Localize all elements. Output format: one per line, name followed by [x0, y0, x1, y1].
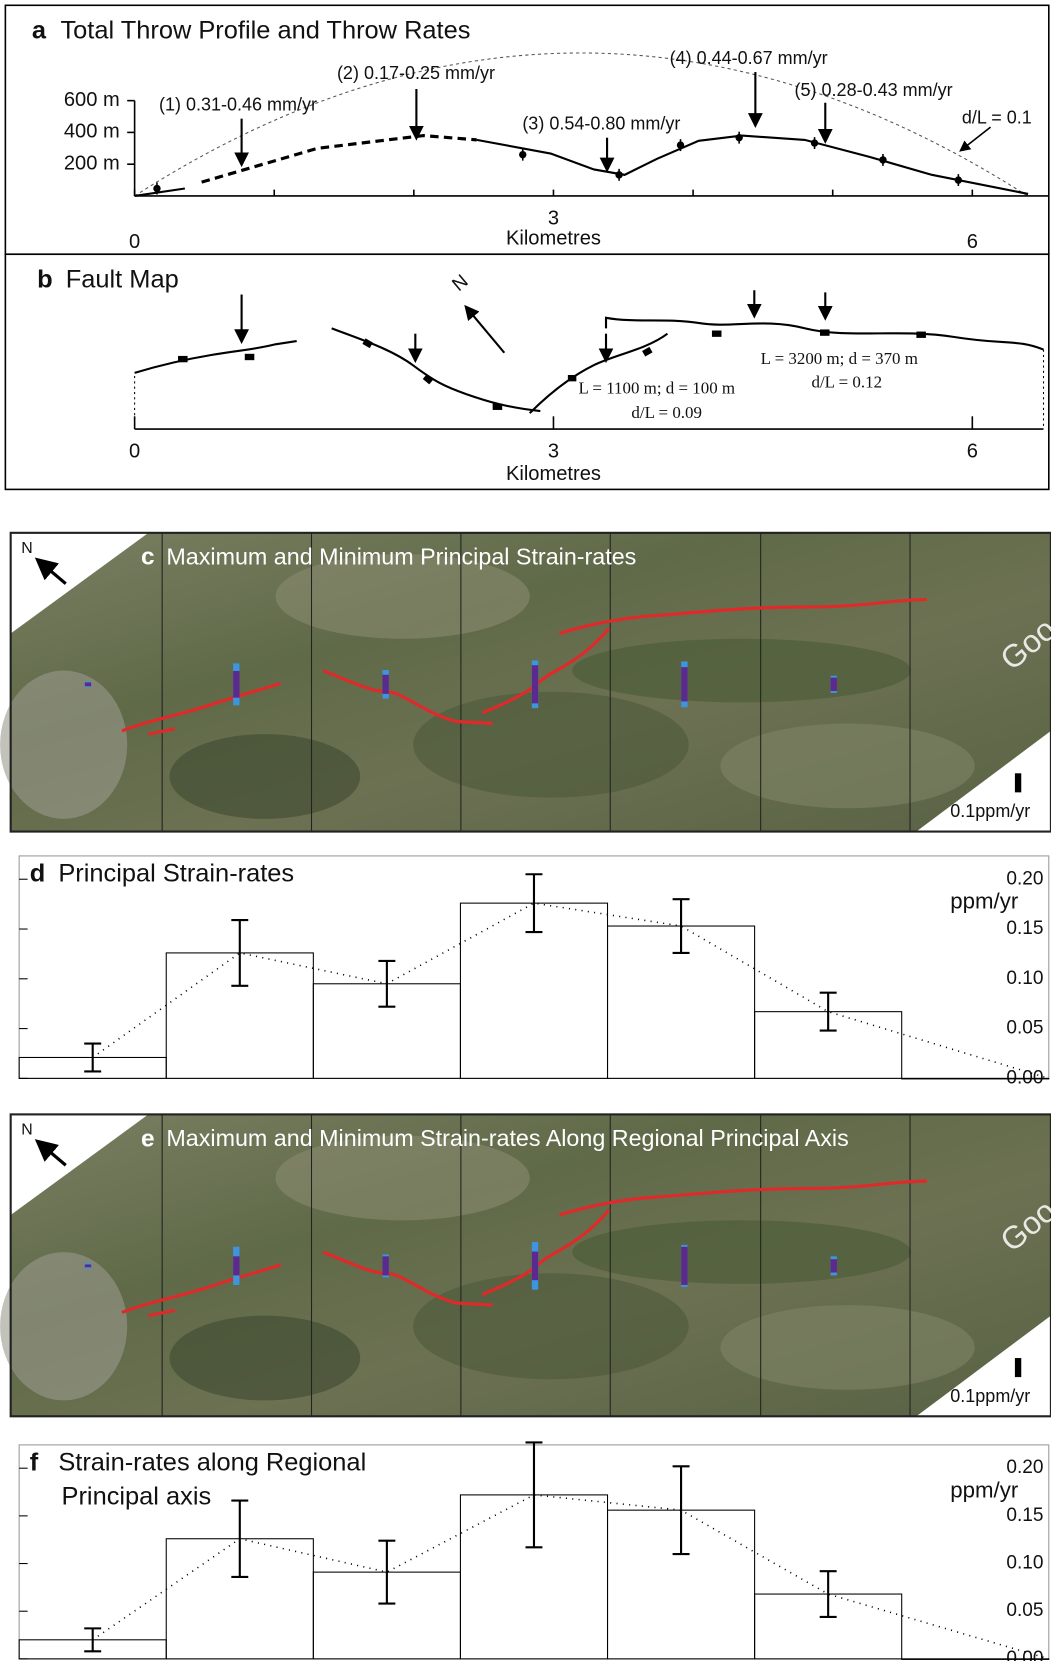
y-tick-label: 0.10 [1006, 1553, 1043, 1574]
y-tick-label: 400 m [64, 121, 120, 143]
y-axis-label: ppm/yr [950, 1477, 1019, 1502]
terrain [0, 671, 127, 819]
scale-bar [1015, 1358, 1021, 1377]
minimum-strain-bar [85, 1264, 91, 1267]
terrain [413, 1273, 688, 1379]
annotation: d/L = 0.09 [631, 403, 702, 422]
data-point [955, 176, 962, 183]
terrain [0, 1252, 127, 1400]
annotation: L = 3200 m; d = 370 m [761, 349, 918, 368]
annotation: d/L = 0.12 [812, 372, 883, 391]
panel-title: Maximum and Minimum Strain-rates Along R… [166, 1125, 848, 1151]
y-tick-label: 0.05 [1006, 1600, 1043, 1621]
y-tick-label: 0.20 [1006, 1457, 1043, 1478]
panel-label: f [30, 1449, 39, 1477]
annotation: (5) 0.28-0.43 mm/yr [795, 80, 953, 100]
terrain [572, 1220, 911, 1284]
north-label: N [449, 271, 473, 296]
panel-label: a [32, 16, 47, 44]
x-tick-label: 0 [129, 441, 140, 463]
y-tick-label: 0.15 [1006, 1505, 1043, 1526]
north-label: N [21, 1121, 32, 1138]
x-axis-label: Kilometres [506, 463, 601, 485]
x-tick-label: 6 [967, 231, 978, 253]
data-point [615, 171, 622, 178]
annotation: (2) 0.17-0.25 mm/yr [337, 63, 495, 83]
terrain [720, 1305, 974, 1390]
x-axis-label: Kilometres [506, 228, 601, 250]
y-tick-label: 0.20 [1006, 868, 1043, 889]
panel-title: Strain-rates along Regional [58, 1449, 366, 1477]
panel-title: Principal Strain-rates [58, 860, 294, 888]
panel-title: Fault Map [66, 265, 179, 293]
minimum-strain-bar [85, 682, 91, 686]
scale-bar [1015, 773, 1021, 792]
minimum-strain-bar [233, 1256, 239, 1275]
y-axis-label: ppm/yr [950, 888, 1019, 913]
panel-label: b [37, 265, 53, 293]
minimum-strain-bar [233, 671, 239, 698]
scale-label: 0.1ppm/yr [950, 801, 1030, 821]
minimum-strain-bar [681, 1247, 687, 1285]
minimum-strain-bar [681, 667, 687, 701]
x-tick-label: 6 [967, 441, 978, 463]
data-point [879, 156, 886, 163]
data-point [677, 141, 684, 148]
minimum-strain-bar [382, 1256, 388, 1275]
panel-label: c [141, 544, 155, 571]
annotation: (1) 0.31-0.46 mm/yr [159, 95, 317, 115]
terrain [413, 692, 688, 798]
panel-title: Maximum and Minimum Principal Strain-rat… [166, 543, 636, 569]
figure: b Fault Map N L = 1100 m; d = 100 m d/L … [0, 0, 1051, 1661]
y-tick-label: 200 m [64, 153, 120, 175]
panel-title: Total Throw Profile and Throw Rates [60, 16, 470, 44]
y-tick-label: 0.15 [1006, 918, 1043, 939]
x-tick-label: 3 [548, 441, 559, 463]
bar [902, 1078, 1049, 1079]
panel-title: Principal axis [62, 1483, 212, 1511]
terrain [572, 639, 911, 703]
terrain [170, 734, 361, 819]
north-label: N [21, 540, 32, 557]
terrain [720, 724, 974, 809]
data-point [519, 151, 526, 158]
minimum-strain-bar [532, 1252, 538, 1281]
bar [902, 1659, 1049, 1660]
x-tick-label: 3 [548, 208, 559, 230]
annotation: L = 1100 m; d = 100 m [578, 379, 735, 398]
terrain [170, 1316, 361, 1401]
annotation: d/L = 0.1 [962, 107, 1032, 127]
minimum-strain-bar [382, 675, 388, 694]
minimum-strain-bar [532, 665, 538, 703]
scale-label: 0.1ppm/yr [950, 1386, 1030, 1406]
data-point [735, 134, 742, 141]
minimum-strain-bar [831, 678, 837, 691]
annotation: (4) 0.44-0.67 mm/yr [670, 48, 828, 68]
throw-profile [477, 136, 1028, 194]
data-point [153, 185, 160, 192]
minimum-strain-bar [831, 1259, 837, 1272]
page: b Fault Map N L = 1100 m; d = 100 m d/L … [0, 0, 1051, 1661]
data-point [811, 139, 818, 146]
x-tick-label: 0 [129, 231, 140, 253]
trend-line [93, 903, 1049, 1078]
panel-label: d [30, 860, 46, 888]
annotation: (3) 0.54-0.80 mm/yr [522, 114, 680, 134]
y-tick-label: 0.05 [1006, 1018, 1043, 1039]
y-tick-label: 0.10 [1006, 968, 1043, 989]
throw-profile [202, 136, 477, 183]
y-tick-label: 600 m [64, 89, 120, 111]
panel-label: e [141, 1125, 155, 1152]
